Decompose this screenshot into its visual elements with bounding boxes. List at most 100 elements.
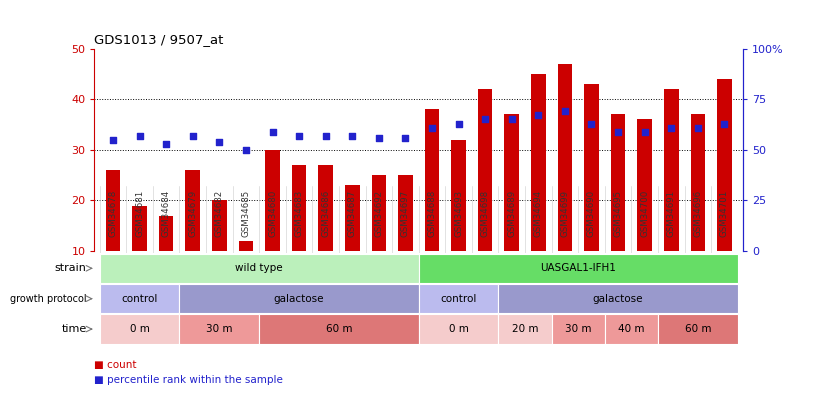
Bar (557, 64, 572, 251)
Bar (99, 284, 180, 313)
Bar (585, 84, 599, 251)
Bar (180, 284, 419, 313)
Point (532, 112, 545, 119)
Bar (212, 200, 227, 251)
Text: strain: strain (55, 263, 87, 273)
Point (558, 108, 571, 115)
Bar (552, 315, 605, 343)
Text: GSM34680: GSM34680 (268, 190, 277, 237)
Bar (637, 119, 652, 251)
Text: UASGAL1-IFH1: UASGAL1-IFH1 (540, 263, 616, 273)
Bar (419, 254, 738, 283)
Bar (605, 315, 658, 343)
Text: galactose: galactose (274, 294, 324, 304)
Bar (664, 89, 678, 251)
Bar (690, 115, 705, 251)
Text: GSM34681: GSM34681 (135, 190, 144, 237)
Point (452, 120, 466, 127)
Point (638, 128, 651, 135)
Point (133, 132, 146, 139)
Point (479, 116, 492, 123)
Text: GSM34688: GSM34688 (428, 190, 437, 237)
Text: GSM34699: GSM34699 (561, 190, 570, 237)
Text: 0 m: 0 m (448, 324, 469, 334)
Text: galactose: galactose (593, 294, 644, 304)
Bar (99, 315, 180, 343)
Text: GSM34686: GSM34686 (321, 190, 330, 237)
Text: GSM34692: GSM34692 (374, 190, 383, 237)
Text: 0 m: 0 m (130, 324, 149, 334)
Point (372, 134, 385, 141)
Bar (265, 150, 280, 251)
Text: GSM34698: GSM34698 (480, 190, 489, 237)
Point (585, 120, 598, 127)
Point (240, 147, 253, 153)
Bar (239, 241, 253, 251)
Point (186, 132, 200, 139)
Text: GSM34690: GSM34690 (587, 190, 596, 237)
Bar (717, 79, 732, 251)
Point (107, 136, 120, 143)
Bar (498, 315, 552, 343)
Text: GSM34679: GSM34679 (188, 190, 197, 237)
Text: GSM34694: GSM34694 (534, 190, 543, 237)
Bar (180, 315, 259, 343)
Bar (531, 74, 546, 251)
Bar (319, 165, 333, 251)
Text: GSM34683: GSM34683 (295, 190, 304, 237)
Text: GDS1013 / 9507_at: GDS1013 / 9507_at (94, 33, 224, 46)
Text: GSM34691: GSM34691 (667, 190, 676, 237)
Text: GSM34697: GSM34697 (401, 190, 410, 237)
Text: GSM34693: GSM34693 (454, 190, 463, 237)
Text: 60 m: 60 m (685, 324, 711, 334)
Text: 30 m: 30 m (565, 324, 591, 334)
Bar (372, 175, 386, 251)
Text: control: control (122, 294, 158, 304)
Bar (658, 315, 738, 343)
Point (213, 139, 226, 145)
Text: time: time (62, 324, 87, 334)
Text: GSM34696: GSM34696 (693, 190, 702, 237)
Text: GSM34682: GSM34682 (215, 190, 224, 237)
Text: 30 m: 30 m (206, 324, 232, 334)
Text: 20 m: 20 m (511, 324, 539, 334)
Text: growth protocol: growth protocol (10, 294, 87, 304)
Bar (106, 170, 121, 251)
Text: wild type: wild type (236, 263, 283, 273)
Point (266, 128, 279, 135)
Bar (159, 215, 173, 251)
Bar (504, 115, 519, 251)
Point (425, 124, 438, 131)
Point (319, 132, 333, 139)
Text: ■ percentile rank within the sample: ■ percentile rank within the sample (94, 375, 283, 385)
Point (505, 116, 518, 123)
Bar (259, 315, 419, 343)
Bar (345, 185, 360, 251)
Point (292, 132, 305, 139)
Text: ■ count: ■ count (94, 360, 137, 371)
Bar (478, 89, 493, 251)
Text: GSM34678: GSM34678 (108, 190, 117, 237)
Text: GSM34689: GSM34689 (507, 190, 516, 237)
Text: 40 m: 40 m (618, 324, 644, 334)
Text: GSM34687: GSM34687 (348, 190, 357, 237)
Point (346, 132, 359, 139)
Point (612, 128, 625, 135)
Bar (611, 115, 626, 251)
Bar (132, 206, 147, 251)
Text: GSM34695: GSM34695 (613, 190, 622, 237)
Bar (419, 315, 498, 343)
Point (718, 120, 731, 127)
Text: GSM34700: GSM34700 (640, 190, 649, 237)
Bar (498, 284, 738, 313)
Text: GSM34685: GSM34685 (241, 190, 250, 237)
Text: GSM34684: GSM34684 (162, 190, 171, 237)
Bar (452, 140, 466, 251)
Bar (186, 170, 200, 251)
Bar (419, 284, 498, 313)
Text: 60 m: 60 m (326, 324, 352, 334)
Text: control: control (440, 294, 477, 304)
Bar (424, 109, 439, 251)
Text: GSM34701: GSM34701 (720, 190, 729, 237)
Bar (99, 254, 419, 283)
